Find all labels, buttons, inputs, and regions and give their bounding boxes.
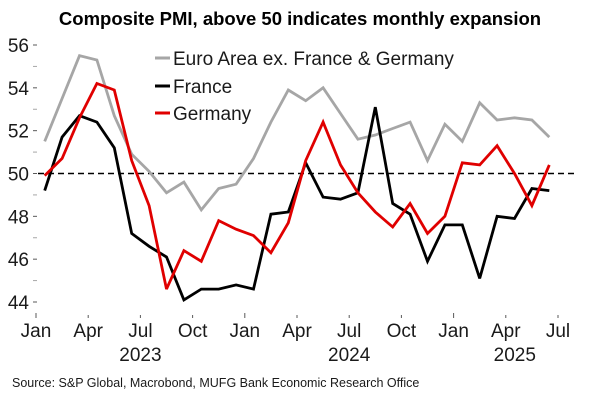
legend-label-germany: Germany — [173, 104, 252, 125]
x-tick-label: Jan — [21, 321, 52, 342]
y-tick-label: 50 — [8, 165, 29, 186]
source-note: Source: S&P Global, Macrobond, MUFG Bank… — [12, 376, 419, 390]
x-year-label: 2025 — [494, 345, 536, 366]
x-tick-label: Apr — [282, 321, 312, 342]
x-tick-label: Apr — [73, 321, 103, 342]
legend-item-france: France — [155, 77, 232, 98]
legend-label-euro-area: Euro Area ex. France & Germany — [173, 49, 454, 70]
x-year-label: 2023 — [119, 345, 161, 366]
chart-title: Composite PMI, above 50 indicates monthl… — [59, 8, 541, 29]
x-tick-label: Apr — [491, 321, 521, 342]
y-tick-label: 46 — [8, 250, 29, 271]
legend-label-france: France — [173, 77, 232, 98]
legend-item-germany: Germany — [155, 104, 252, 125]
series-line-germany — [43, 81, 551, 290]
x-tick-label: Jul — [128, 321, 152, 342]
series-layer — [43, 54, 551, 302]
x-tick-label: Jan — [438, 321, 469, 342]
x-tick-label: Jul — [546, 321, 570, 342]
legend-item-euro-area: Euro Area ex. France & Germany — [155, 49, 454, 70]
legend: Euro Area ex. France & Germany France Ge… — [155, 49, 454, 125]
x-tick-label: Oct — [387, 321, 417, 342]
y-tick-label: 48 — [8, 207, 29, 228]
x-tick-label: Jul — [337, 321, 361, 342]
y-tick-label: 54 — [8, 79, 30, 100]
x-year-label: 2024 — [328, 345, 371, 366]
series-line-france — [43, 106, 550, 302]
x-tick-label: Jan — [229, 321, 260, 342]
y-tick-label: 44 — [8, 293, 30, 314]
axes: 44 46 48 50 52 54 56 Jan Apr Jul Oct Jan Apr Jul Oct Ja… — [8, 36, 570, 366]
y-tick-label: 56 — [8, 36, 29, 57]
y-tick-label: 52 — [8, 122, 29, 143]
x-tick-label: Oct — [178, 321, 208, 342]
